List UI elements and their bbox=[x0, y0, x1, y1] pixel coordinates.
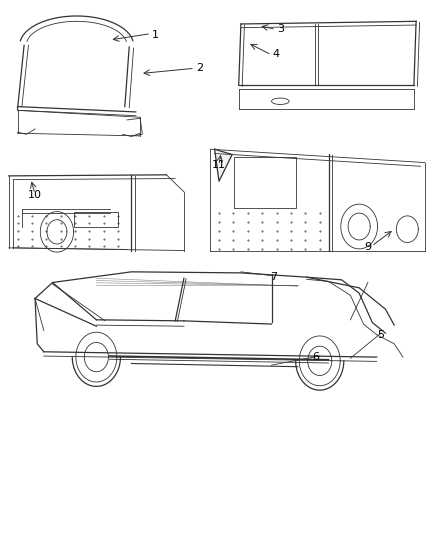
Text: 1: 1 bbox=[152, 30, 159, 39]
Text: 6: 6 bbox=[312, 352, 319, 362]
Bar bbox=[234, 157, 296, 208]
Text: 2: 2 bbox=[196, 63, 203, 72]
Text: 4: 4 bbox=[272, 50, 279, 59]
Text: 10: 10 bbox=[28, 190, 42, 199]
Text: 7: 7 bbox=[270, 272, 277, 282]
Text: 11: 11 bbox=[212, 160, 226, 170]
Text: 5: 5 bbox=[378, 330, 385, 340]
Text: 9: 9 bbox=[364, 242, 371, 252]
Bar bbox=[74, 212, 118, 227]
Text: 3: 3 bbox=[277, 25, 284, 34]
Polygon shape bbox=[215, 149, 232, 181]
